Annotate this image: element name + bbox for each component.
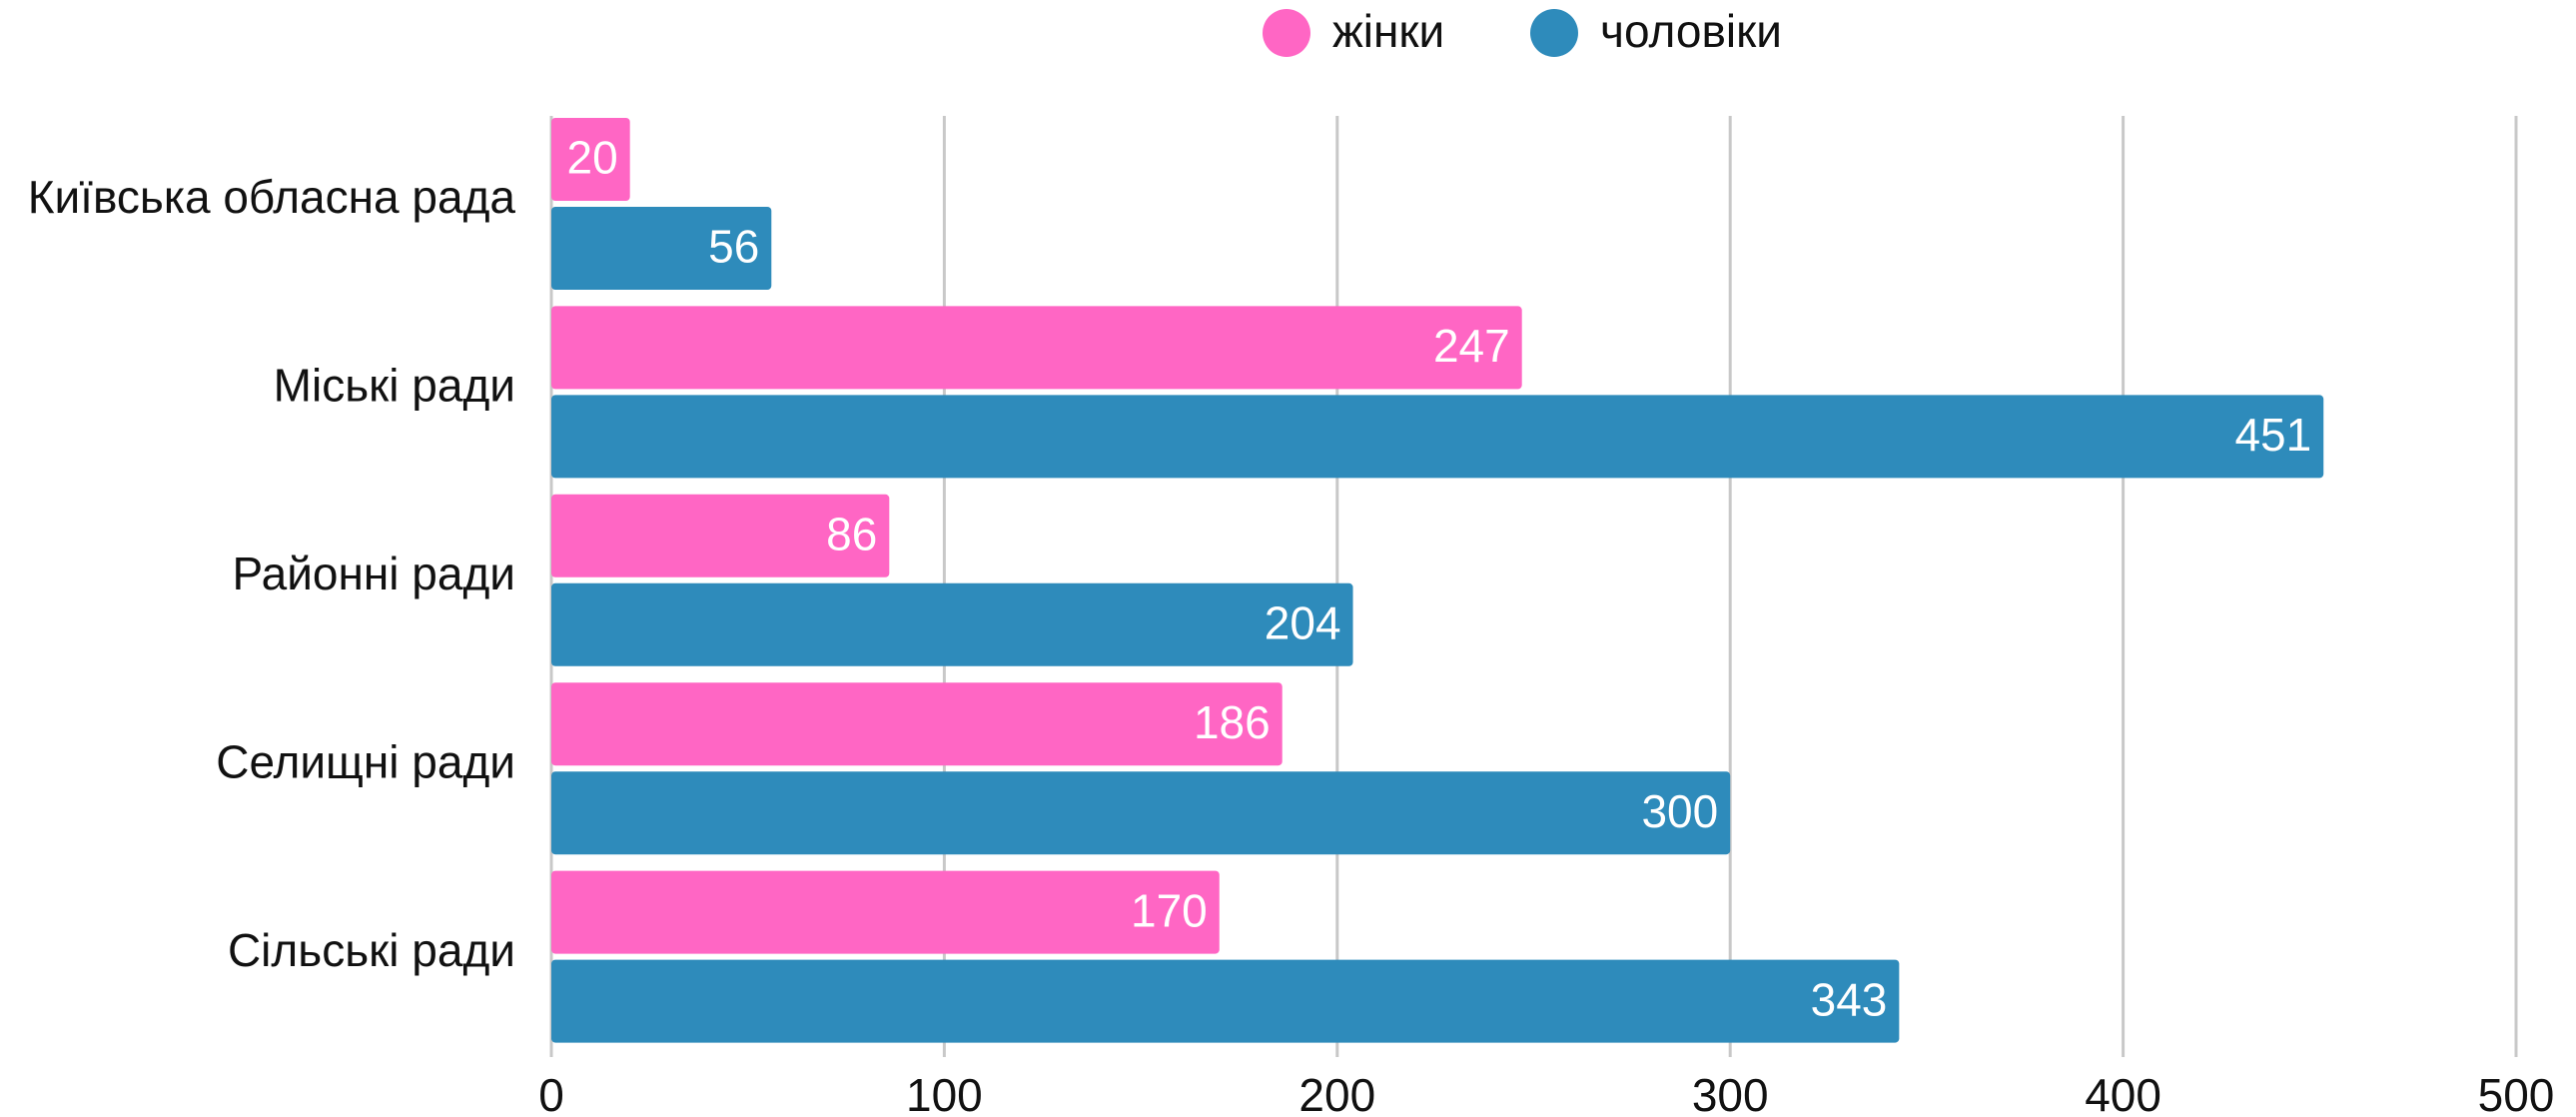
bar bbox=[551, 306, 1522, 390]
data-label: 86 bbox=[826, 508, 877, 559]
bar bbox=[551, 494, 890, 577]
legend-label: чоловіки bbox=[1600, 5, 1782, 57]
data-label: 247 bbox=[1433, 320, 1510, 372]
bar bbox=[551, 870, 1220, 954]
legend-marker bbox=[1263, 9, 1310, 57]
x-tick-label: 200 bbox=[1298, 1069, 1375, 1117]
x-tick-label: 400 bbox=[2085, 1069, 2161, 1117]
y-tick-label: Київська обласна рада bbox=[28, 171, 516, 223]
y-tick-label: Міські ради bbox=[274, 360, 515, 412]
bar bbox=[551, 118, 630, 201]
x-tick-label: 0 bbox=[538, 1069, 564, 1117]
y-tick-label: Селищні ради bbox=[216, 735, 515, 787]
bar bbox=[551, 682, 1283, 766]
bar bbox=[551, 582, 1353, 666]
data-label: 186 bbox=[1194, 696, 1271, 748]
legend-marker bbox=[1530, 9, 1578, 57]
bar bbox=[551, 959, 1900, 1043]
data-label: 170 bbox=[1131, 884, 1208, 936]
data-label: 451 bbox=[2234, 409, 2311, 461]
bar bbox=[551, 207, 772, 290]
bar bbox=[551, 771, 1731, 855]
y-tick-label: Районні ради bbox=[232, 548, 515, 599]
x-tick-label: 500 bbox=[2478, 1069, 2555, 1117]
y-tick-label: Сільські ради bbox=[228, 924, 515, 976]
legend-label: жінки bbox=[1332, 5, 1444, 57]
x-tick-label: 300 bbox=[1692, 1069, 1769, 1117]
data-label: 300 bbox=[1641, 785, 1718, 837]
data-label: 343 bbox=[1811, 973, 1888, 1025]
data-label: 204 bbox=[1265, 596, 1341, 648]
data-label: 20 bbox=[567, 132, 618, 184]
bar bbox=[551, 395, 2324, 479]
data-label: 56 bbox=[708, 221, 759, 273]
x-tick-label: 100 bbox=[906, 1069, 983, 1117]
